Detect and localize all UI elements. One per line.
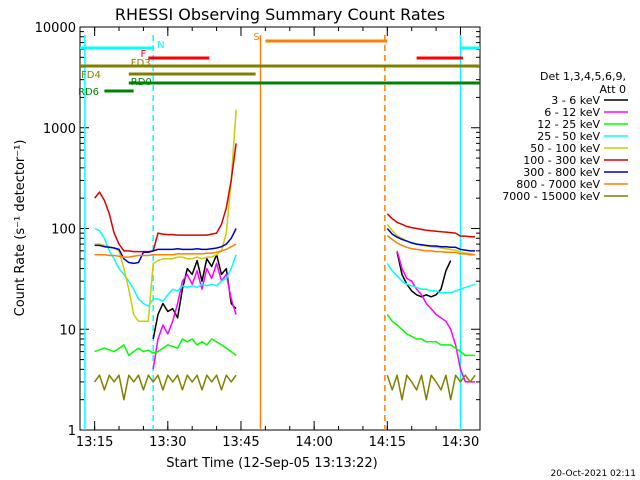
footer-date: 20-Oct-2021 02:11 bbox=[551, 469, 636, 479]
series-line-1-1 bbox=[396, 250, 476, 383]
legend-header: Det 1,3,4,5,6,9, bbox=[540, 70, 626, 83]
series-line-4-0 bbox=[94, 109, 237, 323]
series-line-6-1 bbox=[386, 228, 476, 252]
flag-label-s: S bbox=[253, 32, 259, 43]
series-line-3-1 bbox=[386, 262, 476, 294]
x-tick-label: 14:30 bbox=[442, 435, 479, 450]
series-line-6-0 bbox=[94, 228, 237, 265]
series-line-2-1 bbox=[386, 314, 476, 357]
legend-header: Att 0 bbox=[600, 83, 626, 96]
series-line-0-0 bbox=[152, 253, 237, 340]
y-tick-label: 100 bbox=[51, 223, 76, 238]
y-tick-label: 1000 bbox=[43, 122, 76, 137]
series-line-8-0 bbox=[93, 374, 237, 401]
legend-label: 12 - 25 keV bbox=[537, 118, 600, 131]
legend-label: 3 - 6 keV bbox=[551, 94, 600, 107]
series-line-5-1 bbox=[386, 213, 476, 238]
flag-label-fd3: FD3 bbox=[131, 58, 151, 69]
legend-label: 100 - 300 keV bbox=[523, 154, 600, 167]
series-line-7-1 bbox=[386, 235, 476, 256]
plot-area: 1 10 100 1000 10000 13:15 13:30 13:45 14:00 14:15… bbox=[35, 21, 481, 450]
y-axis-label: Count Rate (s⁻¹ detector⁻¹) bbox=[13, 140, 28, 317]
series-line-2-0 bbox=[94, 338, 237, 357]
flag-label-rd6: RD6 bbox=[78, 87, 99, 98]
x-tick-label: 14:15 bbox=[369, 435, 406, 450]
legend-label: 800 - 7000 keV bbox=[516, 178, 600, 191]
legend-label: 7000 - 15000 keV bbox=[502, 190, 600, 203]
series-line-7-0 bbox=[94, 243, 237, 258]
legend-label: 25 - 50 keV bbox=[537, 130, 600, 143]
flag-label-rd0: RD0 bbox=[131, 77, 152, 88]
y-tick-label: 10 bbox=[59, 323, 76, 338]
y-tick-label: 10000 bbox=[35, 21, 76, 36]
flag-label-fd4: FD4 bbox=[81, 70, 101, 81]
flag-label-f: F bbox=[141, 49, 147, 60]
x-tick-label: 13:45 bbox=[222, 435, 259, 450]
flag-label-n: N bbox=[157, 40, 164, 51]
x-tick-label: 14:00 bbox=[295, 435, 332, 450]
chart-title: RHESSI Observing Summary Count Rates bbox=[115, 5, 445, 24]
series-line-3-0 bbox=[94, 227, 237, 307]
x-tick-label: 13:15 bbox=[76, 435, 113, 450]
legend-label: 50 - 100 keV bbox=[530, 142, 600, 155]
series-line-0-1 bbox=[396, 252, 452, 298]
series-line-5-0 bbox=[94, 143, 237, 253]
x-tick-label: 13:30 bbox=[149, 435, 186, 450]
y-tick-label: 1 bbox=[68, 424, 76, 439]
legend-label: 6 - 12 keV bbox=[544, 106, 600, 119]
legend-label: 300 - 800 keV bbox=[523, 166, 600, 179]
x-axis-label: Start Time (12-Sep-05 13:13:22) bbox=[166, 456, 377, 471]
series-line-8-1 bbox=[386, 374, 476, 401]
